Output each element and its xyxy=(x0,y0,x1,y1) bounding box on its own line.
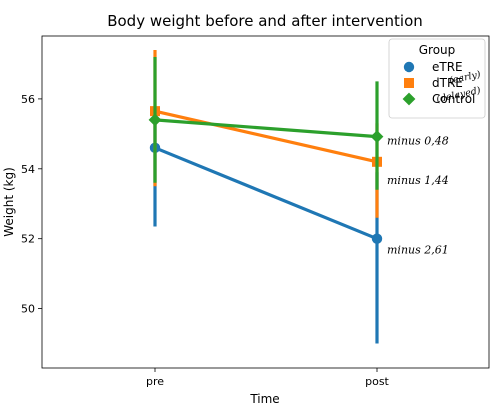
legend-label-control: Control xyxy=(432,92,475,106)
series-line-dtre xyxy=(154,109,378,164)
y-tick-label: 52 xyxy=(21,233,35,246)
plot-area xyxy=(41,35,490,369)
change-label-etre: minus 2,61 xyxy=(387,244,449,257)
series-line-control xyxy=(154,118,378,139)
series-layer xyxy=(148,49,384,344)
legend-marker-dtre xyxy=(404,78,414,88)
x-tick-label-post: post xyxy=(365,375,389,388)
change-label-control: minus 0,48 xyxy=(387,135,449,148)
y-axis-label: Weight (kg) xyxy=(2,167,16,237)
y-tick-label: 56 xyxy=(21,93,35,106)
legend-label-etre: eTRE xyxy=(432,60,463,74)
chart-title: Body weight before and after interventio… xyxy=(107,12,423,30)
legend-marker-etre xyxy=(403,61,415,73)
y-axis: 50 52 54 56 xyxy=(21,93,42,316)
y-tick-label: 54 xyxy=(21,163,35,176)
series-control xyxy=(148,56,384,190)
x-tick-label-pre: pre xyxy=(146,375,164,388)
legend: Group eTRE(early)dTRE(delayed)Control xyxy=(388,38,486,119)
y-tick-label: 50 xyxy=(21,303,35,316)
point-control-pre xyxy=(148,113,162,127)
x-axis-label: Time xyxy=(249,392,279,406)
x-axis: pre post xyxy=(146,368,390,388)
point-etre-post xyxy=(371,233,383,244)
legend-label-dtre: dTRE xyxy=(432,76,463,90)
legend-title: Group xyxy=(419,43,456,57)
legend-items: eTRE(early)dTRE(delayed)Control xyxy=(402,60,482,106)
change-labels: minus 0,48 minus 1,44 minus 2,61 xyxy=(387,135,449,257)
change-label-dtre: minus 1,44 xyxy=(387,174,449,187)
point-control-post xyxy=(370,130,384,144)
legend-marker-control xyxy=(402,92,416,106)
series-line-etre xyxy=(154,146,378,241)
